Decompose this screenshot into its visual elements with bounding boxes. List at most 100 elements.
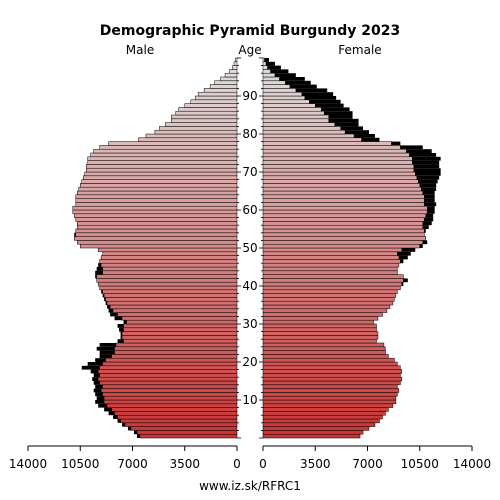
female-bar	[262, 221, 423, 226]
male-excess-bar	[99, 343, 117, 347]
female-excess-bar	[424, 198, 435, 203]
female-bar	[262, 224, 423, 230]
male-excess-bar	[102, 293, 105, 298]
male-bar	[85, 167, 238, 173]
male-bar	[97, 369, 238, 374]
footer-url: www.iz.sk/RFRC1	[199, 479, 301, 493]
male-x-tick-label: 7000	[117, 457, 148, 471]
female-bar	[262, 148, 407, 154]
age-tick-label: 70	[242, 165, 257, 179]
male-excess-bar	[74, 232, 76, 237]
male-bar	[80, 243, 238, 249]
male-bar	[121, 331, 238, 336]
male-excess-bar	[96, 396, 105, 400]
male-bar	[74, 213, 238, 218]
chart-title: Demographic Pyramid Burgundy 2023	[100, 23, 400, 39]
female-bar	[262, 80, 286, 85]
male-bar	[126, 319, 238, 325]
female-excess-bar	[413, 164, 440, 169]
male-bar	[114, 350, 238, 355]
female-bar	[262, 57, 265, 63]
male-excess-bar	[87, 362, 103, 366]
male-bar	[138, 137, 238, 142]
male-excess-bar	[104, 297, 106, 302]
female-bar	[262, 114, 329, 120]
male-excess-bar	[104, 407, 112, 412]
female-excess-bar	[416, 175, 440, 180]
male-bar	[97, 247, 238, 253]
male-bar	[84, 171, 238, 177]
age-tick-label: 40	[242, 279, 257, 293]
female-bar	[262, 137, 362, 142]
male-bar	[77, 224, 238, 230]
female-bar	[262, 99, 310, 104]
male-excess-bar	[120, 331, 123, 336]
female-excess-bar	[427, 206, 435, 210]
female-bar	[262, 110, 325, 116]
male-excess-bar	[122, 422, 126, 427]
male-bar	[102, 270, 238, 275]
female-bar	[262, 293, 397, 298]
female-excess-bar	[401, 282, 404, 286]
male-bar	[109, 304, 238, 310]
female-x-tick-label: 7000	[352, 457, 383, 471]
male-bar	[100, 388, 238, 393]
female-bar	[262, 335, 379, 340]
male-bar	[105, 357, 238, 363]
male-bar	[100, 255, 238, 260]
female-bar	[262, 91, 303, 97]
female-bar	[262, 369, 403, 374]
female-excess-bar	[398, 255, 408, 260]
male-bar	[99, 145, 238, 150]
male-bar	[112, 308, 238, 313]
male-bar	[124, 422, 238, 427]
male-excess-bar	[96, 267, 103, 271]
male-bar	[171, 118, 238, 123]
female-bar	[262, 304, 391, 310]
male-bar	[78, 186, 238, 192]
male-bar	[75, 217, 238, 222]
female-bar	[262, 392, 398, 397]
female-bar	[262, 316, 379, 321]
age-tick-label: 30	[242, 317, 257, 331]
male-bar	[233, 61, 238, 66]
axes-group: 14000 14000 10500 10500 7000 7000 3500 3500 0 0 10…	[9, 57, 491, 471]
female-bar	[262, 354, 389, 359]
female-bar	[262, 247, 403, 253]
female-bar	[262, 411, 386, 416]
male-bar	[220, 76, 238, 82]
female-excess-bar	[425, 213, 434, 218]
female-bar	[262, 107, 322, 112]
male-bar	[97, 376, 238, 382]
male-bar	[74, 236, 238, 241]
female-excess-bar	[315, 103, 344, 108]
male-bar	[99, 259, 238, 264]
male-bar	[80, 183, 238, 188]
female-excess-bar	[397, 251, 411, 256]
female-bar	[262, 319, 374, 325]
female-bar	[262, 357, 395, 363]
female-bar	[262, 167, 415, 173]
female-excess-bar	[264, 58, 269, 62]
female-excess-bar	[274, 73, 296, 77]
male-bar	[184, 103, 238, 108]
female-bar	[262, 84, 291, 89]
female-excess-bar	[424, 202, 437, 207]
male-bar	[97, 281, 238, 287]
female-bar	[262, 418, 380, 424]
female-bar	[262, 407, 389, 412]
female-bar	[262, 373, 401, 378]
male-bar	[77, 221, 238, 226]
female-bar	[262, 433, 361, 439]
male-excess-bar	[101, 289, 103, 294]
male-excess-bar	[93, 381, 100, 385]
male-bar	[105, 297, 238, 302]
female-bar	[262, 65, 268, 70]
male-bar	[224, 72, 238, 78]
male-bar	[102, 384, 238, 389]
female-bar	[262, 243, 420, 249]
male-excess-bar	[108, 411, 115, 416]
female-bar	[262, 361, 398, 367]
female-bar	[262, 395, 397, 401]
male-excess-bar	[98, 403, 108, 408]
